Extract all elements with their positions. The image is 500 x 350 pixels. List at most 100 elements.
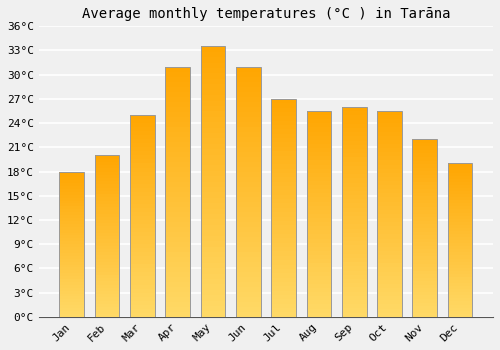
Bar xyxy=(448,234,472,237)
Bar xyxy=(271,251,296,256)
Bar xyxy=(271,151,296,155)
Bar xyxy=(448,299,472,301)
Bar xyxy=(166,66,190,317)
Bar xyxy=(448,259,472,261)
Bar xyxy=(377,304,402,309)
Bar xyxy=(306,214,331,218)
Bar xyxy=(271,299,296,304)
Bar xyxy=(377,206,402,210)
Bar xyxy=(200,47,226,52)
Bar xyxy=(236,192,260,197)
Bar xyxy=(94,301,120,304)
Bar xyxy=(271,134,296,138)
Bar xyxy=(306,119,331,123)
Bar xyxy=(236,122,260,127)
Bar xyxy=(342,262,366,266)
Bar xyxy=(166,257,190,262)
Bar xyxy=(166,237,190,242)
Bar xyxy=(94,304,120,307)
Bar xyxy=(200,47,226,317)
Bar xyxy=(60,256,84,259)
Bar xyxy=(60,311,84,314)
Bar xyxy=(448,228,472,231)
Bar xyxy=(236,177,260,182)
Bar xyxy=(412,260,437,264)
Bar xyxy=(94,159,120,162)
Bar xyxy=(236,157,260,162)
Bar xyxy=(94,165,120,168)
Bar xyxy=(166,217,190,222)
Bar xyxy=(236,127,260,132)
Bar xyxy=(200,263,226,268)
Bar xyxy=(94,168,120,172)
Bar xyxy=(377,160,402,164)
Bar xyxy=(271,116,296,121)
Bar xyxy=(448,256,472,259)
Bar xyxy=(271,99,296,103)
Bar xyxy=(130,276,155,280)
Bar xyxy=(130,224,155,228)
Bar xyxy=(448,212,472,216)
Bar xyxy=(166,117,190,122)
Bar xyxy=(130,160,155,163)
Bar xyxy=(448,277,472,280)
Bar xyxy=(166,212,190,217)
Bar xyxy=(412,281,437,285)
Bar xyxy=(377,202,402,206)
Bar xyxy=(60,224,84,227)
Bar xyxy=(342,237,366,241)
Bar xyxy=(166,227,190,232)
Bar xyxy=(377,267,402,272)
Bar xyxy=(130,147,155,151)
Bar xyxy=(236,217,260,222)
Bar xyxy=(130,220,155,224)
Bar xyxy=(377,255,402,259)
Bar xyxy=(306,259,331,263)
Bar xyxy=(236,66,260,72)
Bar xyxy=(200,230,226,236)
Bar xyxy=(271,99,296,317)
Bar xyxy=(342,195,366,199)
Bar xyxy=(271,155,296,160)
Bar xyxy=(448,271,472,274)
Bar xyxy=(200,74,226,79)
Bar xyxy=(236,312,260,317)
Bar xyxy=(448,200,472,203)
Bar xyxy=(200,274,226,279)
Bar xyxy=(412,303,437,306)
Bar xyxy=(166,87,190,92)
Bar xyxy=(306,313,331,317)
Bar xyxy=(412,207,437,210)
Bar xyxy=(130,196,155,200)
Bar xyxy=(200,149,226,155)
Bar xyxy=(130,260,155,264)
Bar xyxy=(200,95,226,100)
Bar xyxy=(448,286,472,289)
Bar xyxy=(342,250,366,254)
Bar xyxy=(200,133,226,138)
Bar xyxy=(94,172,120,175)
Bar xyxy=(377,263,402,267)
Bar xyxy=(377,140,402,144)
Bar xyxy=(342,313,366,317)
Bar xyxy=(130,212,155,216)
Bar xyxy=(412,306,437,310)
Bar xyxy=(60,308,84,311)
Bar xyxy=(306,164,331,169)
Bar xyxy=(94,236,120,239)
Bar xyxy=(166,167,190,172)
Bar xyxy=(200,252,226,257)
Bar xyxy=(342,124,366,128)
Bar xyxy=(377,222,402,226)
Bar xyxy=(306,148,331,152)
Bar xyxy=(306,296,331,300)
Bar xyxy=(412,143,437,146)
Bar xyxy=(200,106,226,111)
Bar xyxy=(130,192,155,196)
Bar xyxy=(448,163,472,317)
Bar xyxy=(94,191,120,194)
Bar xyxy=(342,132,366,137)
Bar xyxy=(166,157,190,162)
Bar xyxy=(448,219,472,222)
Bar xyxy=(271,247,296,251)
